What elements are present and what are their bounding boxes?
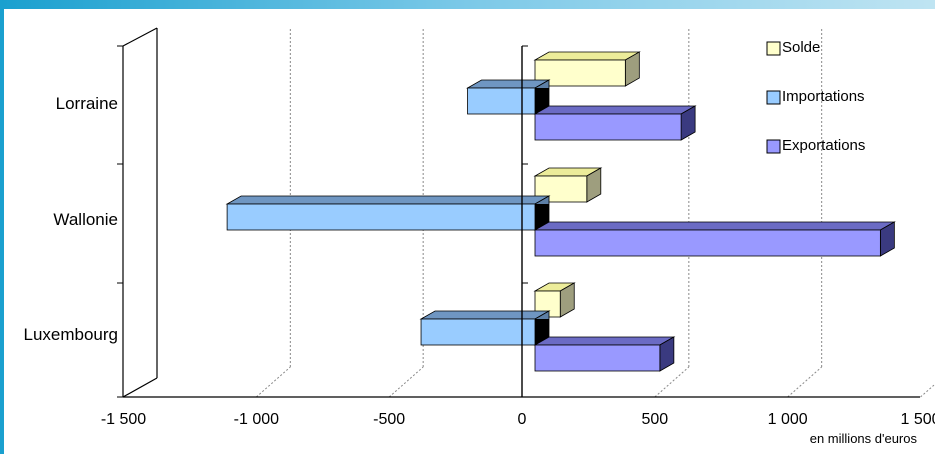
legend-swatch-exportations xyxy=(766,139,781,154)
bars xyxy=(225,51,896,372)
x-tick-label: 500 xyxy=(641,411,668,428)
bar-importations-wallonie xyxy=(226,203,536,231)
legend-swatch-importations xyxy=(766,90,781,105)
frame-bottom-edge xyxy=(122,377,158,398)
bar-top-exportations xyxy=(533,105,697,115)
bar-top-exportations xyxy=(533,336,676,346)
x-tick-label: 0 xyxy=(518,411,527,428)
bar-importations-luxembourg xyxy=(420,318,536,346)
grid-floor-line xyxy=(787,366,822,398)
category-label-wallonie: Wallonie xyxy=(53,210,118,229)
category-label-lorraine: Lorraine xyxy=(56,94,118,113)
bar-top-importations xyxy=(225,195,551,205)
unit-label: en millions d'euros xyxy=(810,431,918,446)
x-tick-label: 1 000 xyxy=(768,411,808,428)
labels: Lorraine Wallonie Luxembourg -1 500 -1 000 -5… xyxy=(23,94,935,446)
bar-exportations-luxembourg xyxy=(534,344,661,372)
legend-label-exportations: Exportations xyxy=(782,137,865,154)
bar-importations-lorraine xyxy=(467,87,536,115)
grid-floor-line xyxy=(388,366,424,398)
bar-top-solde xyxy=(533,51,641,61)
bar-solde-lorraine xyxy=(534,59,626,87)
x-tick-label: -1 000 xyxy=(234,411,279,428)
x-tick-label: -500 xyxy=(373,411,405,428)
bar-exportations-wallonie xyxy=(534,229,881,257)
grid-floor-line xyxy=(920,383,935,398)
bar-top-importations xyxy=(419,310,551,320)
bar-exportations-lorraine xyxy=(534,113,682,141)
legend: Solde Importations Exportations xyxy=(766,39,865,154)
left-accent-bar xyxy=(0,0,4,454)
bar-top-exportations xyxy=(533,221,896,231)
legend-swatch-solde xyxy=(766,41,781,56)
x-tick-label: 1 500 xyxy=(900,411,935,428)
axes xyxy=(123,45,920,398)
legend-label-importations: Importations xyxy=(782,88,865,105)
chart-frame xyxy=(117,27,158,398)
legend-label-solde: Solde xyxy=(782,39,820,56)
x-tick-label: -1 500 xyxy=(101,411,146,428)
grid-floor-line xyxy=(654,366,690,398)
bar-shadow xyxy=(535,88,549,114)
top-accent-band xyxy=(0,0,935,9)
category-label-luxembourg: Luxembourg xyxy=(23,325,118,344)
grid-floor-line xyxy=(256,366,291,398)
frame-top-edge xyxy=(122,27,158,47)
bar-shadow xyxy=(535,319,549,345)
bar-shadow xyxy=(535,204,549,230)
